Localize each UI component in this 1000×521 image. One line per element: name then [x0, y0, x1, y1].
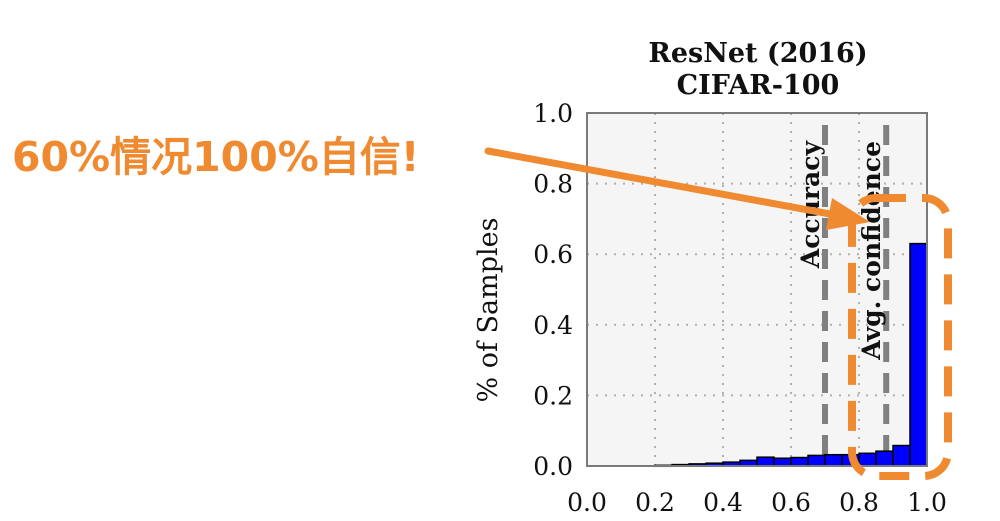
y-tick-label-3: 0.6 — [533, 240, 573, 269]
chart-title: ResNet (2016) — [648, 38, 867, 69]
y-tick-label-0: 0.0 — [533, 452, 573, 481]
x-tick-label-0: 0.0 — [567, 488, 607, 517]
reference-lines — [822, 125, 890, 466]
histogram-bar-7 — [773, 457, 792, 467]
histogram-bar-14 — [892, 444, 911, 467]
x-tick-labels: 0.0 0.2 0.4 0.6 0.8 1.0 — [567, 488, 947, 517]
annotation-arrow-shaft — [484, 147, 834, 218]
histogram-bar-8 — [790, 456, 809, 467]
x-tick-label-4: 0.8 — [839, 488, 879, 517]
y-tick-label-5: 1.0 — [533, 99, 573, 128]
chart-subtitle: CIFAR-100 — [677, 70, 840, 101]
annotation-arrow-head-icon — [826, 198, 870, 230]
histogram-bar-6 — [756, 456, 775, 467]
histogram-bar-12 — [858, 452, 877, 467]
y-tick-label-4: 0.8 — [533, 170, 573, 199]
x-tick-label-5: 1.0 — [907, 488, 947, 517]
histogram-bar-13 — [875, 450, 894, 467]
plot-area — [587, 113, 927, 466]
annotation-highlight-box — [848, 194, 952, 480]
plot-frame — [586, 112, 928, 467]
histogram-bar-9 — [807, 454, 826, 467]
x-tick-label-3: 0.6 — [771, 488, 811, 517]
x-tick-label-2: 0.4 — [703, 488, 743, 517]
histogram-bar-10 — [824, 453, 843, 467]
y-tick-label-2: 0.4 — [533, 311, 573, 340]
y-axis-label: % of Samples — [473, 217, 504, 402]
annotation-text: 60%情况100%自信! — [12, 133, 420, 181]
y-tick-label-1: 0.2 — [533, 381, 573, 410]
x-tick-label-1: 0.2 — [635, 488, 675, 517]
y-tick-labels: 0.0 0.2 0.4 0.6 0.8 1.0 — [533, 99, 573, 481]
histogram-bar-15 — [909, 242, 928, 467]
reference-line-label-0: Accuracy — [796, 140, 825, 270]
reference-line-label-1: Avg. confidence — [857, 141, 886, 361]
reference-line-labels: Accuracy Avg. confidence — [796, 140, 886, 361]
